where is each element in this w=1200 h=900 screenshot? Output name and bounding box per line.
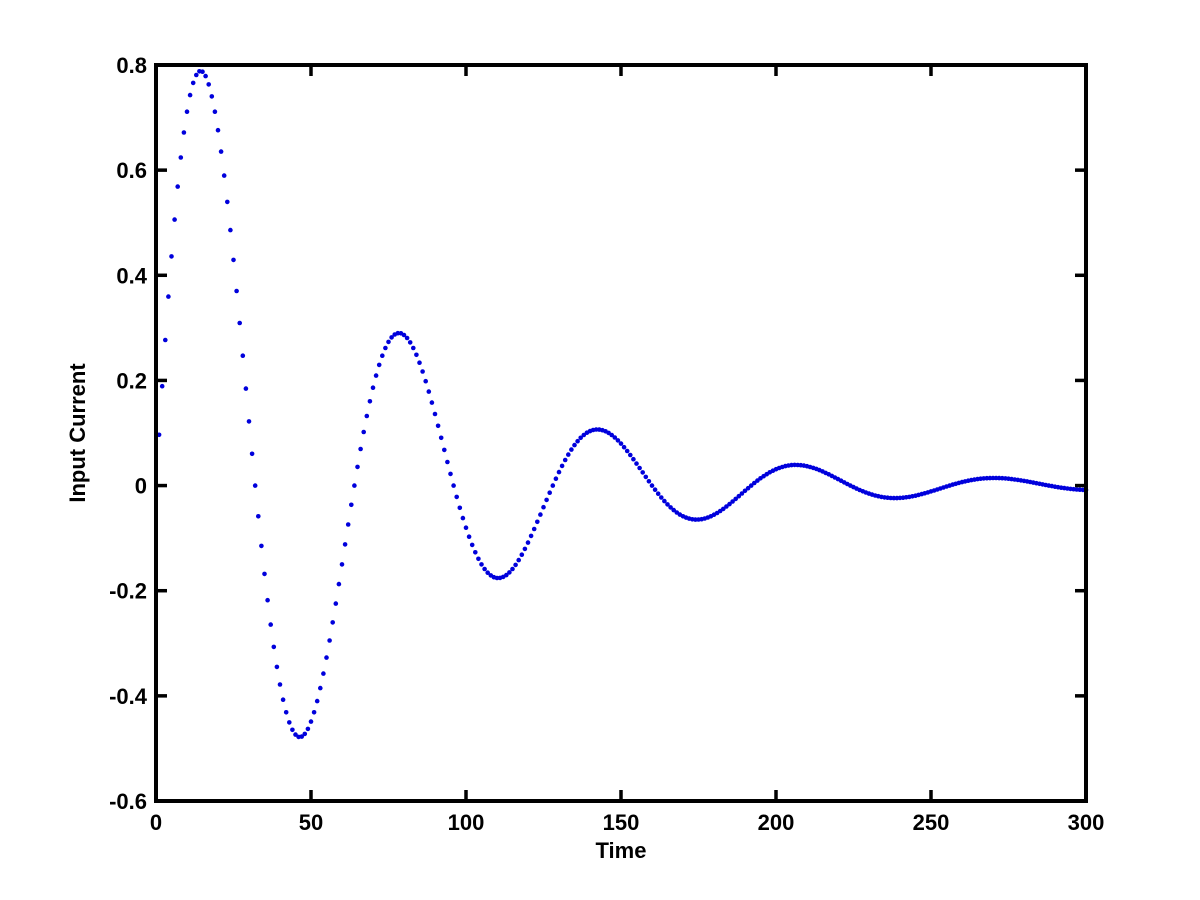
data-series-dots (156, 69, 1089, 740)
y-tick-label: 0.4 (116, 263, 147, 288)
x-axis-label: Time (595, 838, 647, 863)
x-tick-label: 200 (758, 810, 795, 835)
plot-box (154, 63, 1088, 803)
x-tick-label: 250 (913, 810, 950, 835)
x-tick-label: 50 (299, 810, 323, 835)
y-tick-label: -0.2 (109, 579, 147, 604)
y-tick-label: 0.6 (116, 158, 147, 183)
axis-ticks (154, 63, 1088, 803)
x-tick-label: 0 (150, 810, 162, 835)
x-tick-label: 300 (1068, 810, 1105, 835)
x-tick-label: 100 (448, 810, 485, 835)
y-tick-label: 0.2 (116, 368, 147, 393)
y-tick-label: -0.4 (109, 684, 148, 709)
tick-labels: 0 50 100 150 200 250 300 -0.6 -0.4 -0.2 0 0.2 0.4 0.6… (109, 53, 1104, 835)
y-tick-label: 0.8 (116, 53, 147, 78)
y-tick-label: -0.6 (109, 789, 147, 814)
y-tick-label: 0 (135, 474, 147, 499)
x-tick-label: 150 (603, 810, 640, 835)
y-axis-label: Input Current (65, 363, 90, 503)
